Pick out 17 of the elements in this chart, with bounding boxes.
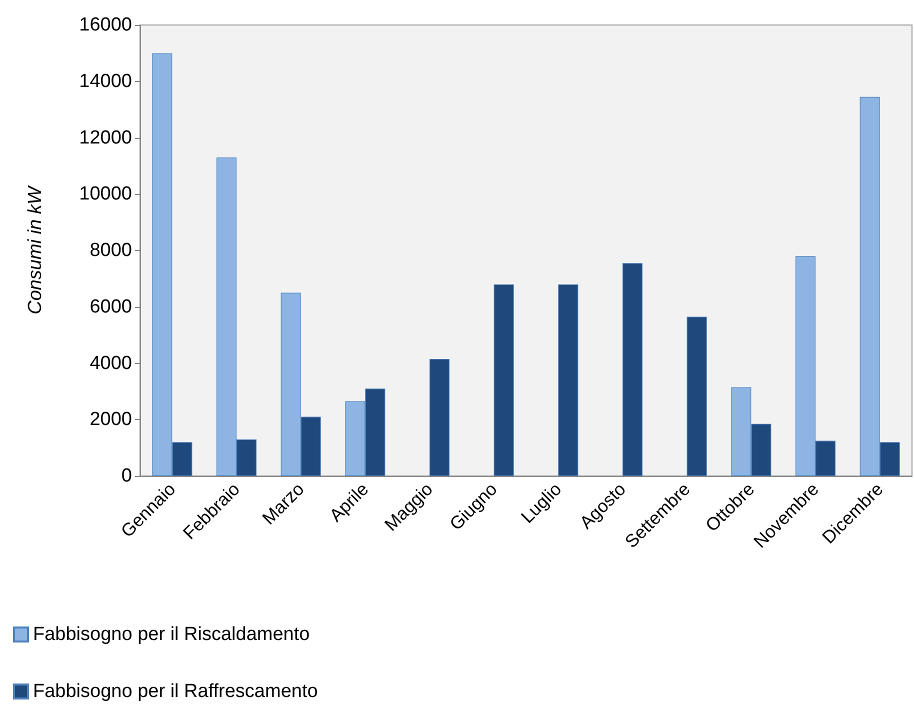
y-axis-title: Consumi in kW: [25, 184, 46, 314]
y-tick-label: 14000: [79, 70, 132, 92]
y-tick-label: 0: [121, 466, 132, 486]
y-tick-label: 6000: [90, 296, 132, 318]
bar: [686, 316, 707, 476]
y-tick-label: 10000: [79, 184, 132, 205]
y-tick-label: 16000: [79, 14, 132, 36]
legend-label: Fabbisogno per il Raffrescamento: [33, 681, 318, 702]
y-tick-label: 12000: [79, 127, 132, 148]
y-tick-label: 8000: [90, 240, 132, 261]
bar: [622, 263, 642, 476]
y-tick-label: 2000: [90, 409, 132, 430]
bar: [430, 359, 450, 476]
bar: [558, 284, 578, 476]
y-tick-label: 4000: [90, 352, 132, 374]
bar: [494, 284, 514, 476]
legend-label: Fabbisogno per il Riscaldamento: [33, 624, 310, 645]
